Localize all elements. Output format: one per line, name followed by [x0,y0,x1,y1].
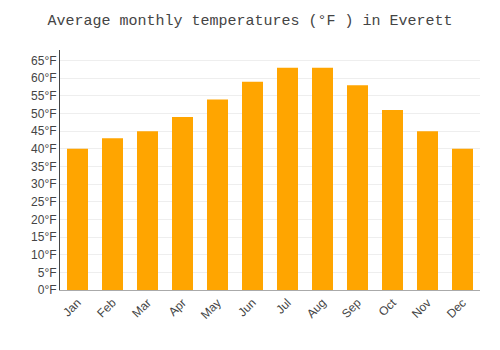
svg-text:45°F: 45°F [31,124,56,138]
svg-text:Mar: Mar [129,296,154,321]
svg-text:Jun: Jun [235,296,259,320]
svg-text:Feb: Feb [94,296,119,321]
svg-text:15°F: 15°F [31,230,56,244]
svg-text:Jul: Jul [273,296,294,317]
svg-text:30°F: 30°F [31,177,56,191]
svg-text:20°F: 20°F [31,213,56,227]
svg-text:5°F: 5°F [38,266,57,280]
svg-text:35°F: 35°F [31,160,56,174]
svg-text:Aug: Aug [304,296,329,321]
svg-text:Oct: Oct [376,295,400,319]
svg-text:Apr: Apr [166,296,189,319]
svg-text:Average monthly temperatures (: Average monthly temperatures (°F ) in Ev… [47,13,452,30]
svg-text:Nov: Nov [409,296,434,321]
svg-text:65°F: 65°F [31,54,56,68]
svg-text:Sep: Sep [339,296,364,321]
svg-text:60°F: 60°F [31,71,56,85]
svg-text:May: May [198,296,224,322]
svg-text:0°F: 0°F [38,283,57,297]
svg-text:40°F: 40°F [31,142,56,156]
svg-text:Dec: Dec [444,296,469,321]
svg-text:50°F: 50°F [31,107,56,121]
svg-text:10°F: 10°F [31,248,56,262]
svg-text:55°F: 55°F [31,89,56,103]
svg-text:25°F: 25°F [31,195,56,209]
svg-text:Jan: Jan [60,296,84,320]
